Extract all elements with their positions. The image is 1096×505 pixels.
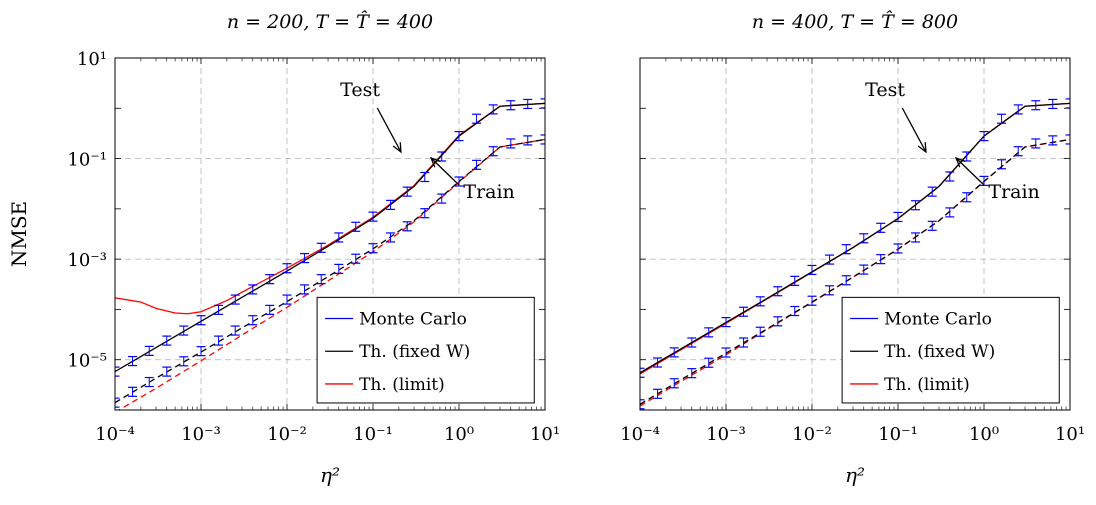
- x-tick-label: 10⁰: [444, 424, 474, 445]
- x-tick-label: 10⁻²: [267, 424, 307, 445]
- annotation-train: Train: [463, 181, 514, 203]
- legend-label: Th. (limit): [884, 375, 970, 395]
- series-line: [115, 138, 545, 404]
- legend-label: Th. (fixed W): [359, 342, 470, 362]
- train-arrow-head: [954, 156, 966, 168]
- plot-area: [640, 98, 1070, 410]
- monte-carlo-errorbars: [115, 134, 545, 408]
- x-tick-label: 10¹: [530, 424, 560, 445]
- x-tick-label: 10⁰: [969, 424, 999, 445]
- x-tick-label: 10⁻³: [181, 424, 221, 445]
- x-axis-label: η²: [320, 463, 340, 487]
- minor-ticks: [665, 58, 1067, 410]
- test-arrow-head: [917, 142, 927, 154]
- x-tick-label: 10⁻³: [706, 424, 746, 445]
- minor-ticks: [140, 58, 542, 410]
- y-axis-label: NMSE: [7, 201, 31, 267]
- legend-box: [841, 296, 1060, 404]
- annotations: Test Train: [865, 79, 1040, 203]
- x-tick-label: 10⁻¹: [878, 424, 918, 445]
- series-line: [640, 102, 1070, 374]
- legend: Monte Carlo Th. (fixed W) Th. (limit): [841, 296, 1060, 404]
- annotations: Test Train: [340, 79, 515, 203]
- y-tick-label: 10¹: [77, 49, 107, 70]
- x-tick-label: 10⁻⁴: [95, 424, 135, 445]
- series-line: [117, 138, 545, 410]
- annotation-train: Train: [988, 181, 1039, 203]
- series-line: [640, 138, 1070, 407]
- monte-carlo-errorbars: [640, 134, 1070, 410]
- plot-area: [115, 98, 545, 410]
- legend-label: Monte Carlo: [884, 309, 992, 329]
- chart-title: n = 200, T = T̂ = 400: [227, 11, 433, 33]
- y-tick-label: 10⁻⁵: [67, 351, 107, 372]
- legend: Monte Carlo Th. (fixed W) Th. (limit): [316, 296, 535, 404]
- annotation-test: Test: [865, 79, 905, 101]
- chart-panel-2: 10⁻⁴ 10⁻³ 10⁻² 10⁻¹ 10⁰ 10¹ n = 400, T = T̂ = …: [620, 11, 1085, 487]
- monte-carlo-errorbars: [115, 98, 545, 377]
- axes-frame: [639, 57, 1071, 411]
- test-arrow-head: [392, 142, 402, 154]
- chart-title: n = 400, T = T̂ = 800: [752, 11, 958, 33]
- series-line: [115, 102, 545, 315]
- x-axis-label: η²: [845, 463, 865, 487]
- axes-frame: [114, 57, 546, 411]
- monte-carlo-errorbars: [640, 98, 1070, 378]
- x-tick-label: 10⁻¹: [353, 424, 393, 445]
- train-arrow-head: [429, 156, 441, 168]
- legend-label: Monte Carlo: [359, 309, 467, 329]
- series-line: [115, 102, 545, 373]
- x-tick-label: 10⁻⁴: [620, 424, 660, 445]
- x-tick-label: 10⁻²: [792, 424, 832, 445]
- test-arrow: [901, 107, 927, 153]
- chart-panel-1: 10⁻⁴ 10⁻³ 10⁻² 10⁻¹ 10⁰ 10¹ 10⁻⁵ 10⁻³ 10⁻¹ 10¹ n =…: [7, 11, 560, 487]
- y-tick-label: 10⁻³: [67, 250, 107, 271]
- train-arrow: [430, 157, 460, 186]
- legend-label: Th. (fixed W): [884, 342, 995, 362]
- x-tick-label: 10¹: [1055, 424, 1085, 445]
- test-arrow: [376, 107, 402, 153]
- train-arrow: [955, 157, 985, 186]
- legend-label: Th. (limit): [359, 375, 445, 395]
- y-tick-label: 10⁻¹: [67, 150, 107, 171]
- annotation-test: Test: [340, 79, 380, 101]
- series-line: [640, 138, 1070, 405]
- legend-box: [316, 296, 535, 404]
